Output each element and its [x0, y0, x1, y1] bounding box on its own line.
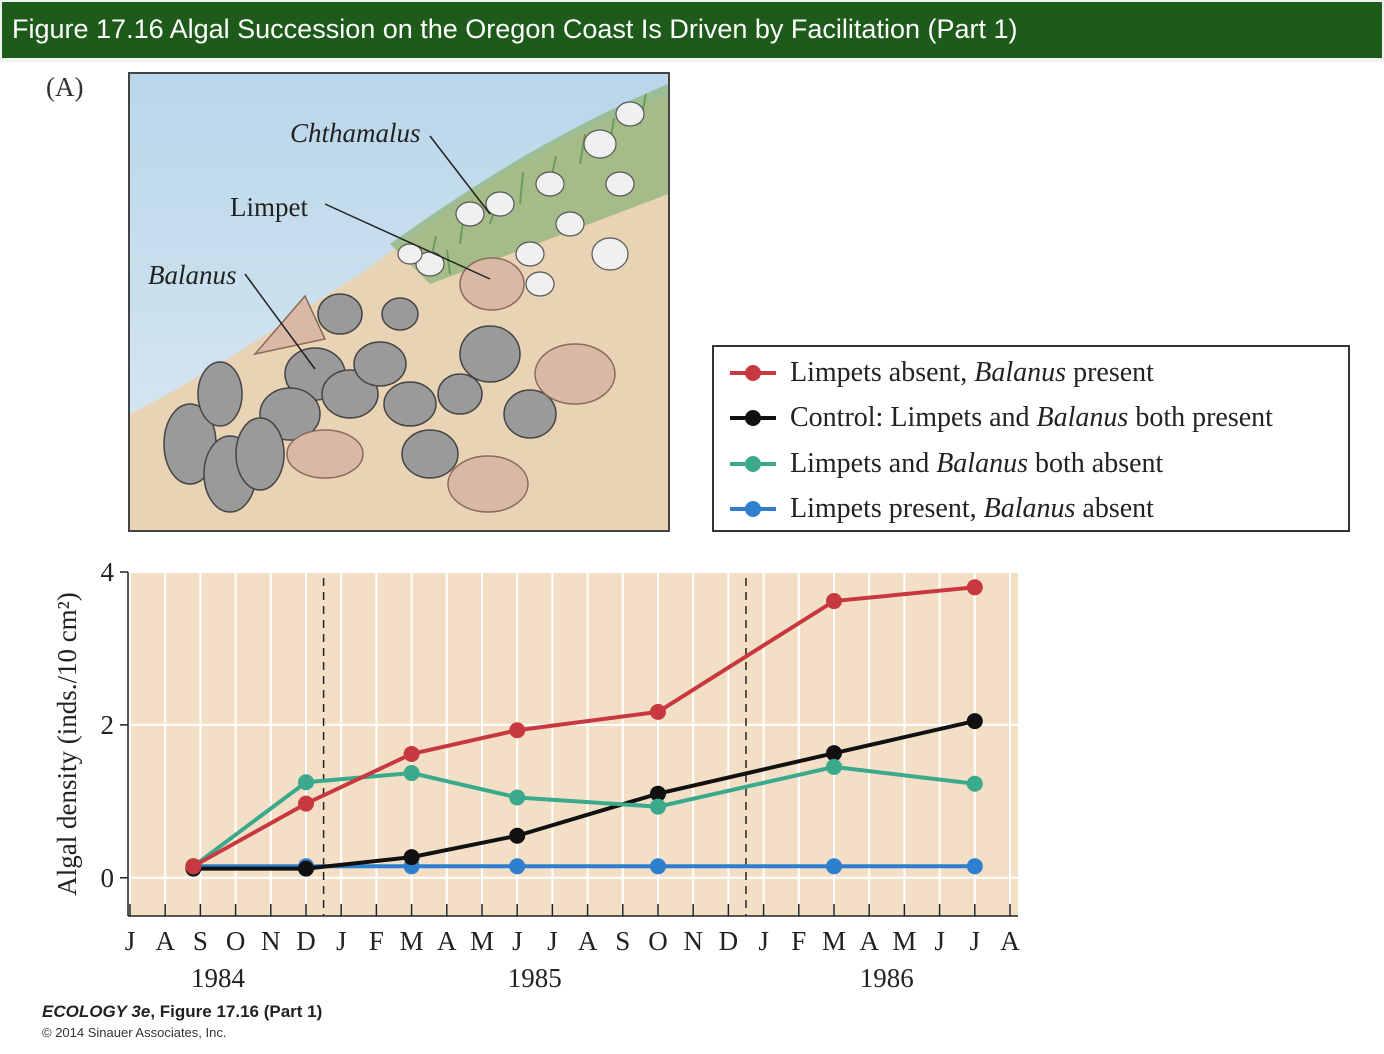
- x-tick-label: O: [648, 926, 668, 956]
- data-point: [966, 579, 983, 596]
- data-point: [298, 795, 314, 812]
- year-label: 1985: [508, 963, 562, 993]
- x-tick-label: M: [470, 926, 494, 956]
- x-tick-label: J: [125, 926, 136, 956]
- legend-label: Limpets and Balanus both absent: [790, 448, 1164, 479]
- title-bar: Figure 17.16 Algal Succession on the Ore…: [0, 0, 1384, 62]
- x-tick-label: N: [261, 926, 281, 956]
- x-tick-label: A: [859, 926, 879, 956]
- data-point: [826, 758, 842, 775]
- data-point: [509, 858, 526, 875]
- data-point: [966, 858, 983, 875]
- limpets: [252, 257, 616, 513]
- data-point: [826, 593, 842, 610]
- figure-title: Figure 17.16 Algal Succession on the Ore…: [12, 14, 1018, 44]
- data-point: [650, 785, 666, 802]
- legend-item: Limpets and Balanus both absent: [730, 447, 1163, 481]
- data-point: [650, 798, 666, 815]
- data-point: [966, 775, 983, 792]
- chart-legend: Limpets absent, Balanus present Control:…: [712, 345, 1350, 532]
- year-label: 1986: [860, 963, 914, 993]
- label-balanus: Balanus: [148, 260, 237, 290]
- label-chthamalus: Chthamalus: [290, 118, 421, 148]
- y-tick-label: 0: [101, 863, 115, 893]
- x-tick-label: J: [758, 926, 769, 956]
- legend-item: Limpets present, Balanus absent: [730, 492, 1154, 526]
- illustration: Chthamalus Limpet Balanus: [128, 72, 670, 532]
- legend-label: Control: Limpets and Balanus both presen…: [790, 402, 1273, 433]
- label-limpet: Limpet: [230, 192, 308, 222]
- legend-swatch-dot: [745, 410, 761, 426]
- data-point: [826, 745, 842, 762]
- legend-swatch: [730, 363, 776, 383]
- footer-copyright: © 2014 Sinauer Associates, Inc.: [42, 1025, 227, 1040]
- x-tick-label: J: [547, 926, 558, 956]
- x-tick-label: S: [615, 926, 630, 956]
- legend-item: Control: Limpets and Balanus both presen…: [730, 401, 1273, 435]
- legend-label: Limpets present, Balanus absent: [790, 493, 1154, 524]
- y-axis-title: Algal density (inds./10 cm²): [52, 592, 82, 896]
- x-tick-label: D: [296, 926, 316, 956]
- intertidal-illustration: Chthamalus Limpet Balanus: [130, 74, 668, 530]
- data-point: [403, 765, 420, 782]
- data-point: [650, 858, 666, 875]
- x-tick-label: F: [369, 926, 384, 956]
- small-barnacles: [397, 101, 645, 297]
- x-tick-label: M: [400, 926, 424, 956]
- panel-label: (A): [46, 72, 84, 102]
- x-tick-label: D: [719, 926, 739, 956]
- x-tick-label: O: [226, 926, 246, 956]
- data-point: [509, 827, 526, 844]
- data-point: [185, 858, 202, 875]
- x-tick-label: M: [822, 926, 846, 956]
- x-tick-label: S: [193, 926, 208, 956]
- x-tick-label: M: [892, 926, 916, 956]
- title-bar-background: [2, 2, 1382, 58]
- x-tick-label: A: [437, 926, 457, 956]
- x-tick-label: A: [578, 926, 598, 956]
- data-point: [509, 789, 526, 806]
- x-tick-label: A: [1000, 926, 1020, 956]
- footer-citation: ECOLOGY 3e, Figure 17.16 (Part 1): [42, 1002, 323, 1021]
- y-tick-label: 2: [101, 710, 115, 740]
- legend-swatch: [730, 499, 776, 519]
- data-point: [650, 703, 666, 720]
- barnacle-cluster: [163, 293, 557, 513]
- x-tick-label: J: [336, 926, 347, 956]
- x-tick-label: A: [155, 926, 175, 956]
- legend-swatch-dot: [745, 365, 761, 381]
- x-tick-label: N: [683, 926, 703, 956]
- legend-swatch: [730, 454, 776, 474]
- data-point: [966, 713, 983, 730]
- year-label: 1984: [191, 963, 246, 993]
- x-tick-label: J: [512, 926, 523, 956]
- y-tick-label: 4: [101, 557, 115, 587]
- legend-item: Limpets absent, Balanus present: [730, 356, 1154, 390]
- legend-label: Limpets absent, Balanus present: [790, 357, 1154, 388]
- x-tick-label: F: [791, 926, 806, 956]
- data-point: [403, 745, 420, 762]
- legend-swatch-dot: [745, 456, 761, 472]
- legend-swatch-dot: [745, 501, 761, 517]
- data-point: [403, 849, 420, 866]
- legend-swatch: [730, 408, 776, 428]
- data-point: [298, 860, 314, 877]
- data-point: [298, 774, 314, 791]
- label-leader-lines: [244, 135, 491, 370]
- x-tick-label: J: [934, 926, 945, 956]
- data-point: [509, 722, 526, 739]
- data-point: [826, 858, 842, 875]
- x-tick-label: J: [970, 926, 981, 956]
